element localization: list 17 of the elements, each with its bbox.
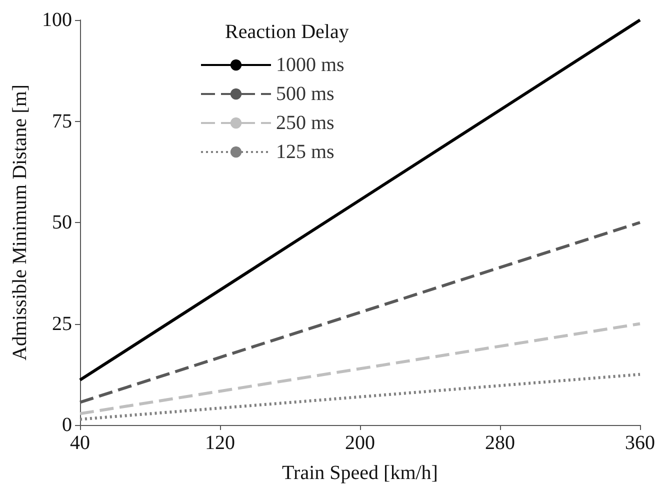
y-tick-label: 25 — [52, 312, 72, 335]
legend-label: 1000 ms — [276, 54, 345, 76]
legend-title: Reaction Delay — [225, 21, 349, 43]
x-tick-label: 360 — [625, 432, 655, 454]
y-tick-label: 100 — [42, 9, 72, 31]
legend-label: 500 ms — [276, 83, 335, 105]
x-tick-label: 120 — [205, 432, 235, 454]
x-tick-label: 280 — [485, 432, 515, 454]
y-tick-label: 50 — [52, 212, 72, 234]
x-tick-label: 200 — [345, 432, 375, 454]
x-axis-title: Train Speed [km/h] — [282, 462, 438, 484]
y-axis-title: Admissible Minimum Distane [m] — [9, 84, 31, 361]
legend-label: 125 ms — [276, 141, 335, 163]
y-tick-label: 0 — [62, 414, 72, 436]
legend-label: 250 ms — [276, 112, 335, 134]
y-tick-label: 75 — [52, 110, 72, 132]
x-tick-label: 40 — [70, 432, 90, 454]
